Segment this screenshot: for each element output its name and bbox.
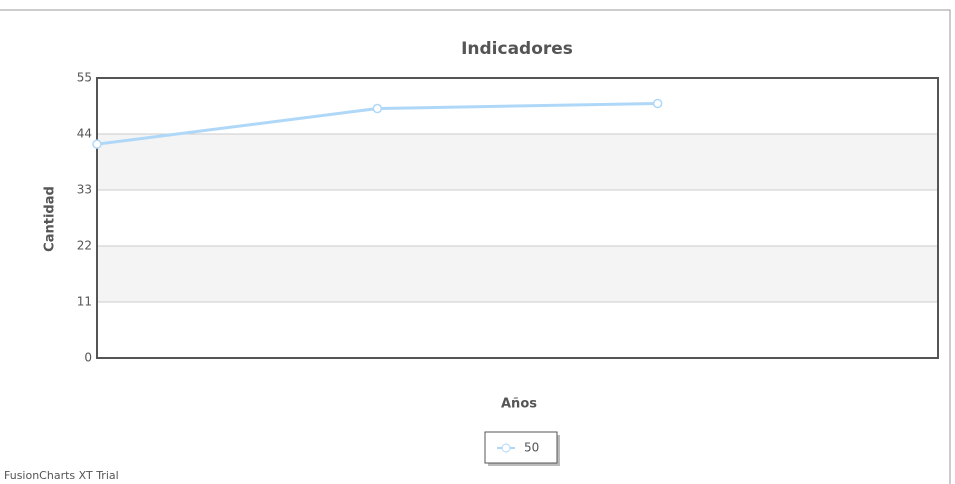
y-tick-label: 0 (84, 351, 92, 365)
legend-marker (501, 443, 511, 453)
y-tick-label: 55 (77, 71, 92, 85)
y-tick-label: 22 (77, 239, 92, 253)
y-axis-label: Cantidad (43, 186, 58, 252)
legend-label: 50 (524, 441, 539, 455)
plot-border (96, 77, 939, 359)
x-axis-label: Años (501, 397, 537, 412)
plot-band (97, 246, 938, 302)
y-tick-label: 44 (77, 127, 92, 141)
point (92, 139, 102, 149)
point (372, 103, 383, 114)
footer: FusionCharts XT Trial (4, 469, 119, 482)
plot-band (97, 134, 938, 190)
legend-box (484, 431, 558, 464)
point (652, 98, 663, 109)
chart-title: Indicadores (461, 39, 573, 59)
y-tick-label: 33 (77, 183, 92, 197)
y-tick-label: 11 (77, 295, 92, 309)
